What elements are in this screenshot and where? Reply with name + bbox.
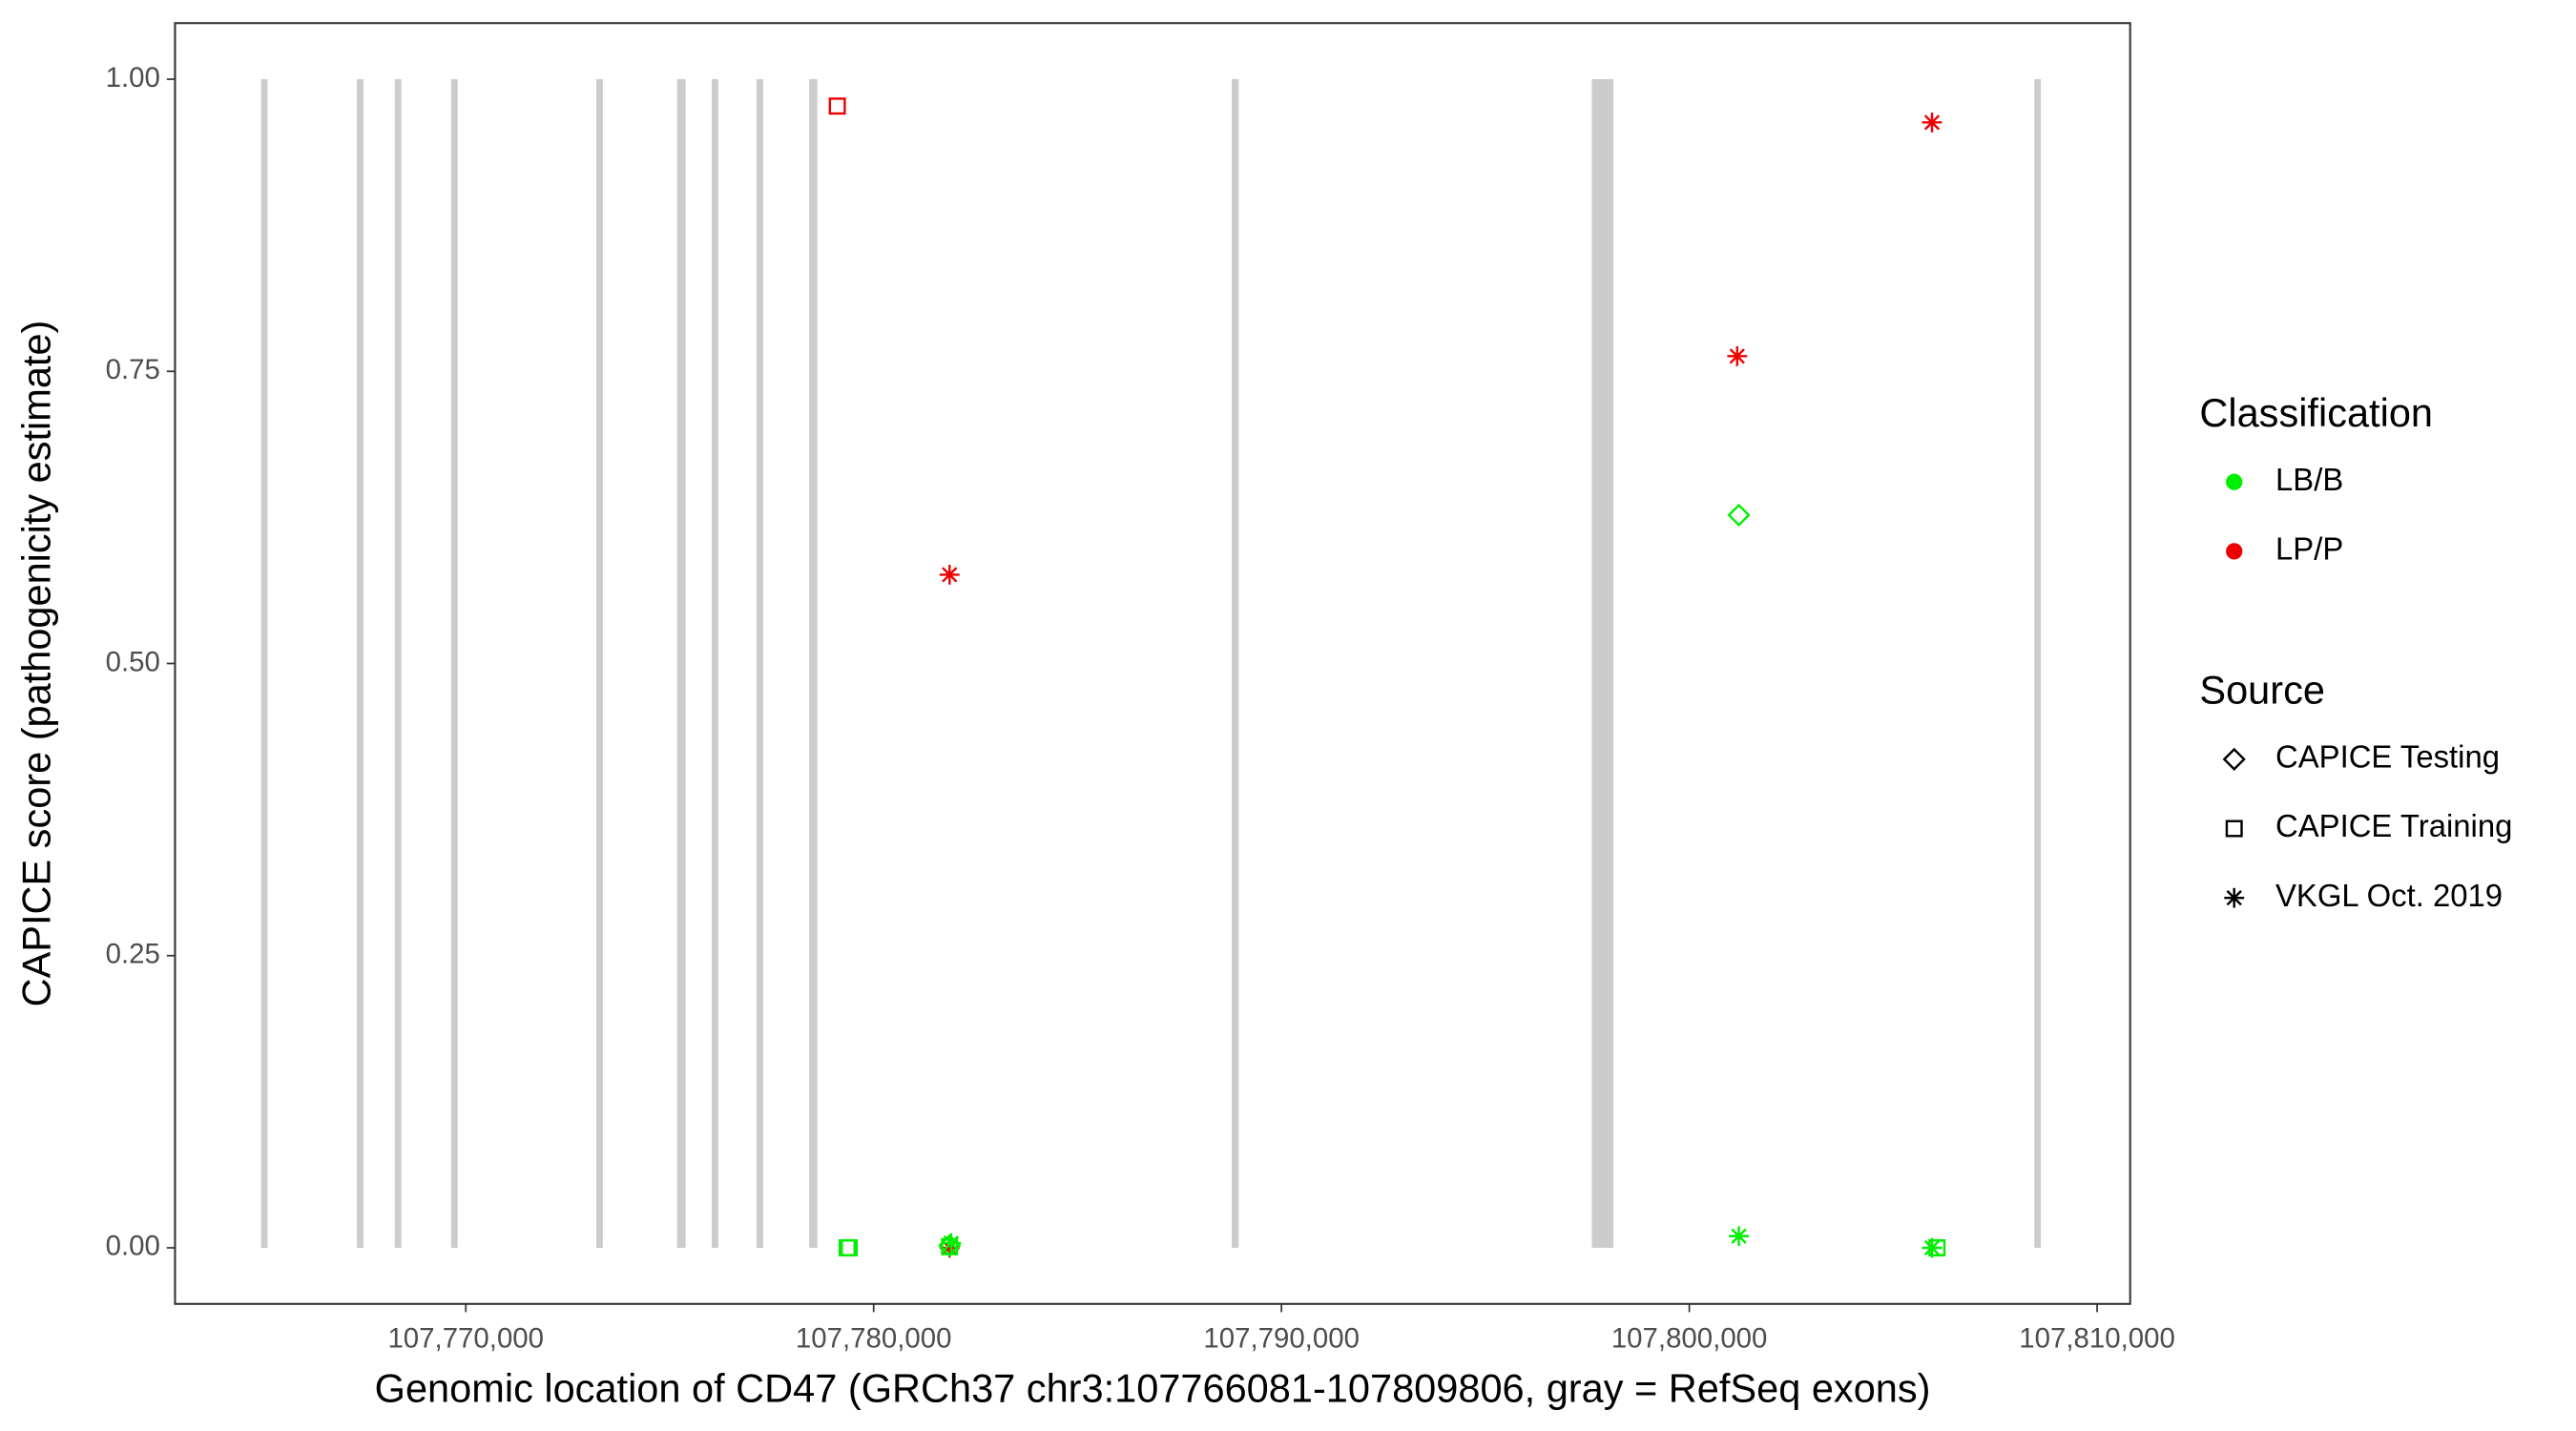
x-tick-label: 107,810,000	[2019, 1323, 2175, 1355]
marker-shape	[1731, 1228, 1747, 1244]
marker-shape	[1923, 114, 1941, 131]
exon	[1231, 79, 1239, 1248]
legend-key	[2224, 887, 2245, 908]
x-tick-label: 107,800,000	[1611, 1323, 1768, 1355]
legend-label: LP/P	[2275, 531, 2343, 567]
point	[1922, 1237, 1942, 1258]
point	[828, 97, 846, 115]
legend-key	[2226, 543, 2243, 560]
exon	[1591, 79, 1614, 1248]
y-tick-label: 0.25	[106, 939, 160, 970]
exon	[711, 79, 718, 1248]
legend-label: CAPICE Testing	[2275, 739, 2500, 775]
marker-shape	[841, 1238, 859, 1256]
marker-shape	[943, 1234, 960, 1252]
marker-shape	[1923, 1239, 1941, 1256]
panel-border	[174, 22, 2131, 1305]
y-tick-label: 1.00	[106, 62, 160, 93]
point	[941, 1237, 959, 1255]
exon	[809, 79, 818, 1248]
point	[1727, 503, 1751, 528]
point	[1922, 112, 1942, 133]
legend-title: Source	[2199, 668, 2325, 713]
plot-points	[828, 97, 1946, 1258]
marker-shape	[2222, 747, 2246, 771]
y-tick-label: 0.75	[106, 354, 160, 385]
exon	[450, 79, 458, 1248]
x-axis-title: Genomic location of CD47 (GRCh37 chr3:10…	[375, 1365, 1931, 1410]
x-tick-label: 107,790,000	[1203, 1323, 1360, 1355]
exon	[2034, 79, 2042, 1248]
exon	[676, 79, 686, 1248]
point	[941, 1233, 962, 1254]
legend-title: Classification	[2199, 390, 2433, 435]
legend-key	[2226, 473, 2243, 490]
point	[1729, 1226, 1749, 1247]
point	[939, 565, 960, 585]
legend-label: VKGL Oct. 2019	[2275, 878, 2503, 913]
exon	[756, 79, 763, 1248]
y-tick-label: 0.50	[106, 646, 160, 677]
legend-label: CAPICE Training	[2275, 808, 2512, 843]
legend-label: LB/B	[2275, 462, 2343, 497]
exon	[357, 79, 364, 1248]
marker-shape	[828, 97, 846, 115]
x-tick-label: 107,770,000	[387, 1323, 544, 1355]
point	[841, 1238, 859, 1256]
y-axis-title: CAPICE score (pathogenicity estimate)	[14, 321, 59, 1007]
legend-key	[2222, 747, 2246, 771]
marker-shape	[941, 1237, 959, 1255]
marker-shape	[2226, 890, 2242, 906]
x-tick-label: 107,780,000	[796, 1323, 952, 1355]
marker-shape	[1727, 503, 1751, 528]
exon	[260, 79, 268, 1248]
legend-key	[2225, 819, 2243, 838]
y-tick-label: 0.00	[106, 1231, 160, 1262]
exon	[394, 79, 402, 1248]
point	[1727, 345, 1748, 366]
exon	[596, 79, 603, 1248]
marker-shape	[942, 567, 958, 583]
marker-shape	[1729, 348, 1745, 364]
marker-shape	[2225, 819, 2243, 838]
